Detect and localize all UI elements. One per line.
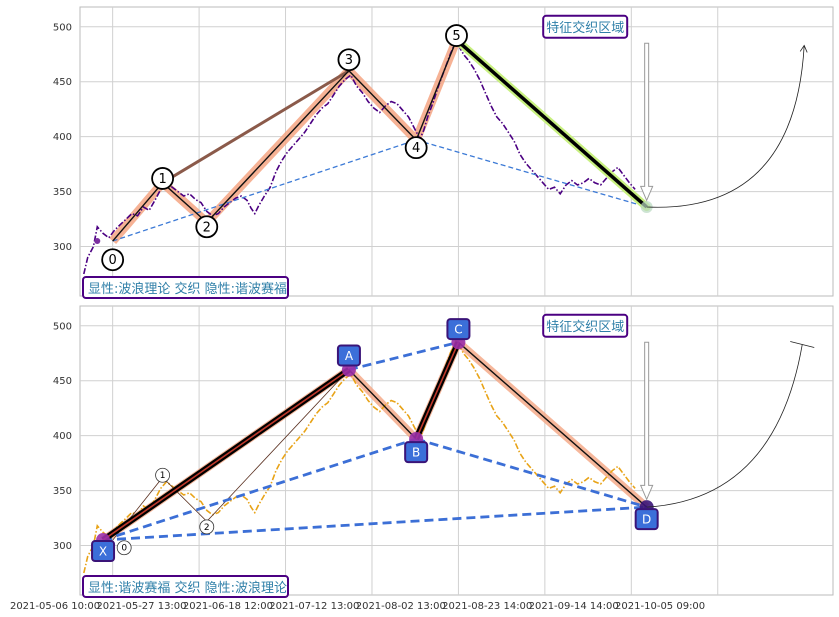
caption-text: 显性:谐波赛福 交织 隐性:波浪理论 xyxy=(88,580,287,596)
x-tick-label: 2021-07-12 13:00 xyxy=(269,601,359,612)
wave-label-circle xyxy=(445,24,468,47)
small-wave-label-circle xyxy=(155,467,170,483)
trend-line-dashed xyxy=(112,139,417,242)
y-tick-label: 350 xyxy=(53,486,72,497)
y-tick-label: 300 xyxy=(53,541,72,552)
price-series xyxy=(83,37,636,275)
x-tick-label: 2021-08-23 14:00 xyxy=(442,601,532,612)
zone-label: 特征交织区域 xyxy=(546,319,624,335)
trend-line-dashed xyxy=(415,139,647,208)
plot-content: 0 1 2 3 4 5 特征交织区域 xyxy=(83,14,808,275)
small-wave-label-circle xyxy=(116,540,132,556)
wave-label: 1 xyxy=(158,172,166,187)
small-wave-label: 1 xyxy=(160,471,166,481)
wave-label-circle xyxy=(195,215,219,239)
x-tick-label: 2021-09-14 14:00 xyxy=(529,601,619,612)
harmonic-label-box xyxy=(91,540,116,563)
wave-label-circle xyxy=(337,48,361,72)
caption-text: 显性:波浪理论 交织 隐性:谐波赛福 xyxy=(88,281,287,297)
harmonic-label-box xyxy=(446,318,471,341)
harmonic-dashed-line xyxy=(415,437,648,509)
curve-arrowhead xyxy=(799,44,808,53)
wave-label-circle xyxy=(151,167,174,190)
y-tick-label: 500 xyxy=(53,321,72,332)
wave-label: 4 xyxy=(412,141,420,156)
down-arrow xyxy=(639,42,654,202)
small-wave-line xyxy=(112,369,350,541)
harmonic-label: C xyxy=(454,323,462,337)
y-tick-label: 450 xyxy=(53,77,72,88)
wave-label-circle xyxy=(101,248,125,272)
y-tick-label: 300 xyxy=(53,242,72,253)
wave-1-3-line xyxy=(161,69,350,185)
wave-label: 3 xyxy=(345,53,353,68)
y-tick-label: 400 xyxy=(53,132,72,143)
zone-label: 特征交织区域 xyxy=(546,20,624,36)
harmonic-label: A xyxy=(345,349,354,363)
harmonic-leg-core xyxy=(415,341,460,440)
harmonic-dashed-line xyxy=(102,505,647,542)
harmonic-label: B xyxy=(412,446,420,460)
small-wave-label: 0 xyxy=(121,544,127,554)
harmonic-label: D xyxy=(642,513,651,527)
small-wave-label: 2 xyxy=(204,523,210,533)
wave-label: 0 xyxy=(109,253,117,268)
x-tick-label: 2021-05-27 13:00 xyxy=(96,601,186,612)
wave-label: 2 xyxy=(203,220,211,235)
caption-box xyxy=(82,276,289,299)
small-wave-label-circle xyxy=(199,519,215,535)
y-tick-label: 350 xyxy=(53,187,72,198)
y-tick-label: 500 xyxy=(53,22,72,33)
harmonic-label: X xyxy=(99,545,107,559)
harmonic-leg-core xyxy=(102,369,350,541)
projection-curve xyxy=(646,344,803,508)
wave-5-line xyxy=(455,38,648,209)
harmonic-dashed-line xyxy=(348,340,459,372)
projection-curve xyxy=(646,45,805,208)
curve-arrowhead xyxy=(790,341,815,348)
y-tick-label: 450 xyxy=(53,376,72,387)
start-dot xyxy=(94,238,101,245)
harmonic-dashed-line xyxy=(102,437,417,542)
plot-content: 0 1 2 X A B C D 特征交织区域 xyxy=(83,313,815,574)
y-tick-label: 400 xyxy=(53,431,72,442)
harmonic-label-box xyxy=(336,344,361,367)
harmonic-label-box xyxy=(404,441,429,464)
x-tick-label: 2021-05-06 10:00 xyxy=(10,601,100,612)
zone-label-box xyxy=(542,313,629,338)
harmonic-label-box xyxy=(634,508,659,531)
caption-box xyxy=(82,575,289,598)
x-tick-label: 2021-08-02 13:00 xyxy=(356,601,446,612)
wave-label: 5 xyxy=(452,29,460,44)
x-tick-label: 2021-06-18 12:00 xyxy=(183,601,273,612)
wave-line xyxy=(112,39,458,242)
down-arrow xyxy=(639,341,654,501)
x-tick-label: 2021-10-05 09:00 xyxy=(615,601,705,612)
zone-label-box xyxy=(542,14,629,39)
wave-label-circle xyxy=(404,136,428,160)
